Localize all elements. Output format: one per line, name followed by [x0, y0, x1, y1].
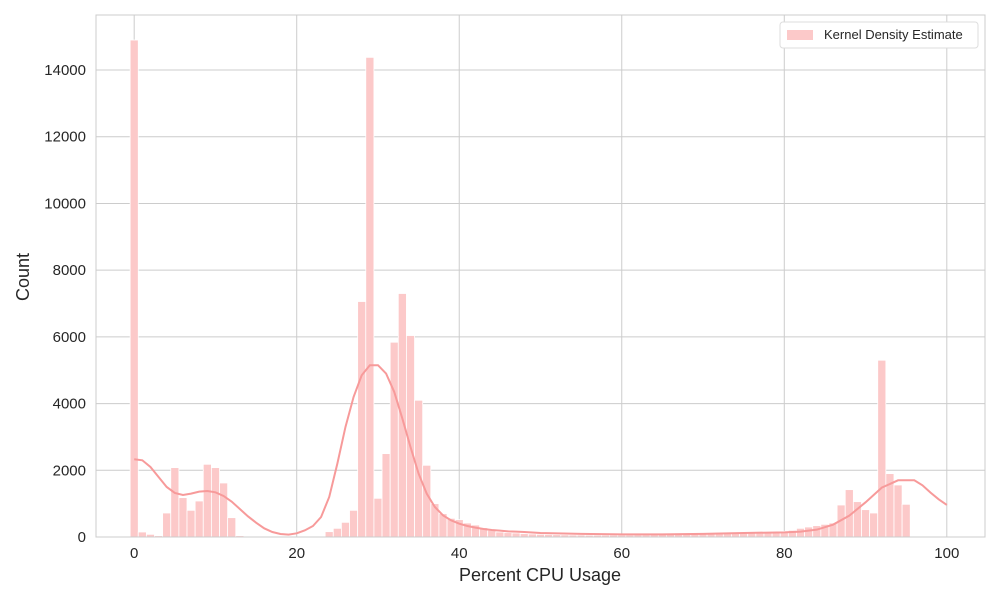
y-axis-label: Count	[13, 253, 33, 301]
histogram-bar	[162, 512, 172, 538]
histogram-bar	[511, 532, 521, 538]
histogram-bar	[422, 464, 432, 538]
x-axis-label: Percent CPU Usage	[459, 565, 621, 585]
histogram-bar	[129, 39, 139, 538]
y-tick-label: 10000	[44, 195, 86, 212]
legend-swatch	[787, 30, 813, 40]
y-tick-label: 14000	[44, 62, 86, 79]
histogram-bar	[503, 532, 513, 538]
x-tick-label: 80	[776, 545, 793, 562]
histogram-bar	[414, 399, 424, 538]
histogram-bar	[861, 509, 871, 538]
histogram-bar	[812, 525, 822, 538]
y-tick-labels: 0 2000 4000 6000 8000 10000 12000 14000	[44, 62, 86, 546]
y-tick-label: 2000	[53, 462, 86, 479]
histogram-bar	[194, 500, 204, 538]
histogram-bar	[901, 503, 911, 538]
histogram-bar	[487, 529, 497, 538]
histogram-bar	[219, 482, 229, 538]
y-tick-label: 8000	[53, 262, 86, 279]
histogram-bar	[357, 301, 367, 538]
histogram-bar	[381, 453, 391, 538]
x-tick-label: 0	[130, 545, 138, 562]
x-tick-label: 100	[934, 545, 959, 562]
histogram-bar	[893, 484, 903, 538]
histogram-bar	[137, 531, 147, 538]
grid-lines	[96, 15, 985, 538]
histogram-bar	[869, 512, 879, 538]
histogram-bar	[349, 509, 359, 538]
y-tick-label: 4000	[53, 396, 86, 413]
plot-area	[96, 15, 985, 537]
histogram-bar	[389, 341, 399, 538]
histogram-bar	[877, 359, 887, 538]
legend: Kernel Density Estimate	[779, 21, 979, 49]
histogram-bar	[210, 467, 220, 538]
histogram-bar	[332, 527, 342, 538]
legend-label: Kernel Density Estimate	[824, 27, 963, 42]
histogram-bar	[186, 509, 196, 538]
histogram-bar	[178, 497, 188, 538]
x-tick-labels: 0 20 40 60 80 100	[130, 545, 959, 562]
y-tick-label: 0	[78, 529, 86, 546]
x-tick-label: 20	[288, 545, 305, 562]
histogram-bar	[519, 533, 529, 538]
histogram-bar	[341, 521, 350, 538]
y-tick-label: 6000	[53, 329, 86, 346]
histogram-bar	[170, 467, 180, 538]
x-tick-label: 40	[451, 545, 468, 562]
y-tick-label: 12000	[44, 129, 86, 146]
x-tick-label: 60	[613, 545, 630, 562]
histogram-bar	[365, 56, 375, 538]
histogram-bar	[324, 531, 334, 538]
kde-curve	[134, 364, 948, 536]
legend-box	[779, 21, 979, 49]
histogram-bar	[202, 463, 212, 538]
plot-frame	[95, 14, 986, 538]
histogram-bar	[495, 531, 505, 538]
histogram-bar	[373, 497, 383, 538]
histogram-bar	[227, 517, 237, 538]
